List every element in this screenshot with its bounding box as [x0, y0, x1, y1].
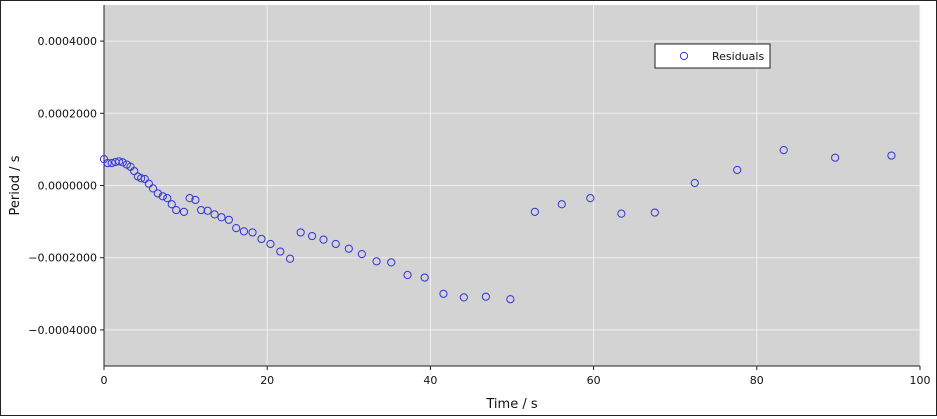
x-tick-label: 20: [260, 374, 274, 387]
legend-marker-residuals: [679, 51, 689, 61]
x-tick-label: 80: [750, 374, 764, 387]
data-point: [344, 244, 353, 253]
data-point: [276, 247, 285, 256]
data-point: [557, 200, 566, 209]
x-tick-label: 60: [587, 374, 601, 387]
legend-label-residuals: Residuals: [712, 50, 764, 63]
data-point: [617, 209, 626, 218]
y-tick-label: 0.0004000: [38, 35, 98, 48]
data-point: [372, 257, 381, 266]
legend-box: [654, 43, 771, 69]
data-point: [387, 258, 396, 267]
data-point: [185, 194, 194, 203]
y-tick-label: 0.0002000: [38, 107, 98, 120]
data-point: [210, 210, 219, 219]
data-point: [257, 234, 266, 244]
y-tick-label: −0.0004000: [28, 324, 97, 337]
data-point: [158, 192, 167, 201]
data-point: [331, 239, 340, 249]
data-point: [266, 239, 275, 249]
data-point: [140, 174, 149, 184]
data-point: [115, 157, 124, 166]
data-point: [197, 205, 206, 215]
grid-lines: [104, 5, 921, 366]
data-point: [107, 159, 116, 168]
data-point: [586, 194, 595, 203]
y-tick-label: 0.0000000: [38, 180, 98, 193]
data-point: [439, 289, 448, 298]
data-point: [420, 273, 429, 282]
x-tick-label: 100: [910, 374, 931, 387]
data-point: [137, 174, 146, 183]
data-point: [103, 159, 112, 168]
data-point: [887, 151, 896, 160]
data-point: [357, 249, 366, 259]
y-tick-label: −0.0002000: [28, 252, 97, 265]
data-point: [285, 254, 295, 263]
data-point: [403, 270, 412, 280]
y-axis-label: Period / s: [8, 155, 23, 215]
tick-labels: 0 20 40 60 80 100 0.0004000 0.0002000 0.0000000 −…: [28, 35, 930, 387]
data-points: [99, 146, 896, 304]
data-point: [319, 235, 328, 244]
data-point: [232, 224, 241, 233]
data-point: [459, 293, 468, 302]
data-point: [224, 215, 233, 224]
data-point: [203, 206, 212, 215]
data-point: [172, 205, 181, 215]
data-point: [167, 200, 176, 209]
data-point: [191, 195, 200, 205]
data-point: [690, 178, 699, 188]
x-tick-label: 0: [101, 374, 108, 387]
data-point: [217, 213, 226, 222]
data-point: [239, 227, 249, 236]
data-point: [118, 158, 127, 167]
data-point: [296, 228, 305, 237]
data-point: [148, 184, 158, 193]
data-point: [144, 179, 153, 188]
axes: [100, 5, 921, 370]
data-point: [733, 165, 742, 175]
data-point: [163, 194, 172, 203]
data-point: [831, 153, 840, 162]
x-tick-label: 40: [423, 374, 437, 387]
data-point: [650, 208, 659, 217]
x-axis-label: Time / s: [485, 397, 537, 412]
data-point: [779, 146, 788, 155]
data-point: [307, 231, 317, 241]
data-point: [179, 207, 189, 216]
data-point: [506, 295, 515, 304]
data-point: [153, 189, 162, 198]
data-point: [530, 207, 539, 216]
data-point: [481, 292, 490, 301]
data-point: [248, 228, 257, 237]
legend: Residuals: [654, 43, 771, 69]
